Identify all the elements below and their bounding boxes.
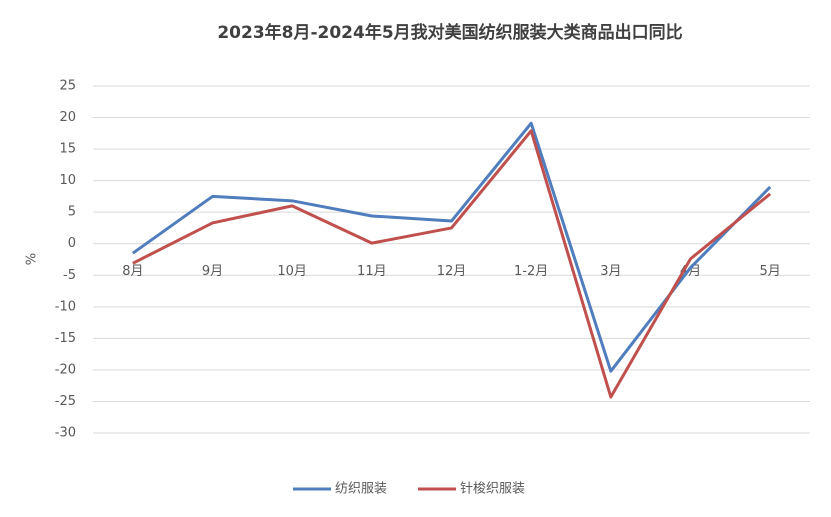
x-tick-label: 12月 [437,264,467,279]
legend-label: 针梭织服装 [460,481,525,497]
data-line [131,121,772,373]
y-tick-label: -25 [55,394,76,409]
chart-title: 2023年8月-2024年5月我对美国纺织服装大类商品出口同比 [217,22,682,43]
y-tick-label: 15 [59,142,76,157]
x-tick-label: 10月 [277,264,307,279]
x-tick-label: 9月 [202,264,223,279]
y-axis-label: % [25,253,40,265]
y-tick-label: -15 [55,331,76,346]
x-tick-label: 1-2月 [514,264,548,279]
y-tick-label: 5 [68,205,76,220]
x-tick-label: 11月 [357,264,387,279]
y-tick-label: -5 [63,268,76,283]
y-tick-label: -20 [55,362,76,377]
x-tick-label: 8月 [122,264,143,279]
y-tick-label: 20 [59,110,76,125]
y-tick-label: -30 [55,426,76,441]
x-tick-label: 3月 [600,264,621,279]
y-tick-label: -10 [55,299,76,314]
legend-label: 纺织服装 [335,482,387,497]
y-tick-label: 10 [59,173,76,188]
y-tick-label: 25 [59,79,76,94]
data-line [132,129,772,399]
x-tick-label: 5月 [760,264,781,279]
y-tick-label: 0 [68,236,76,251]
